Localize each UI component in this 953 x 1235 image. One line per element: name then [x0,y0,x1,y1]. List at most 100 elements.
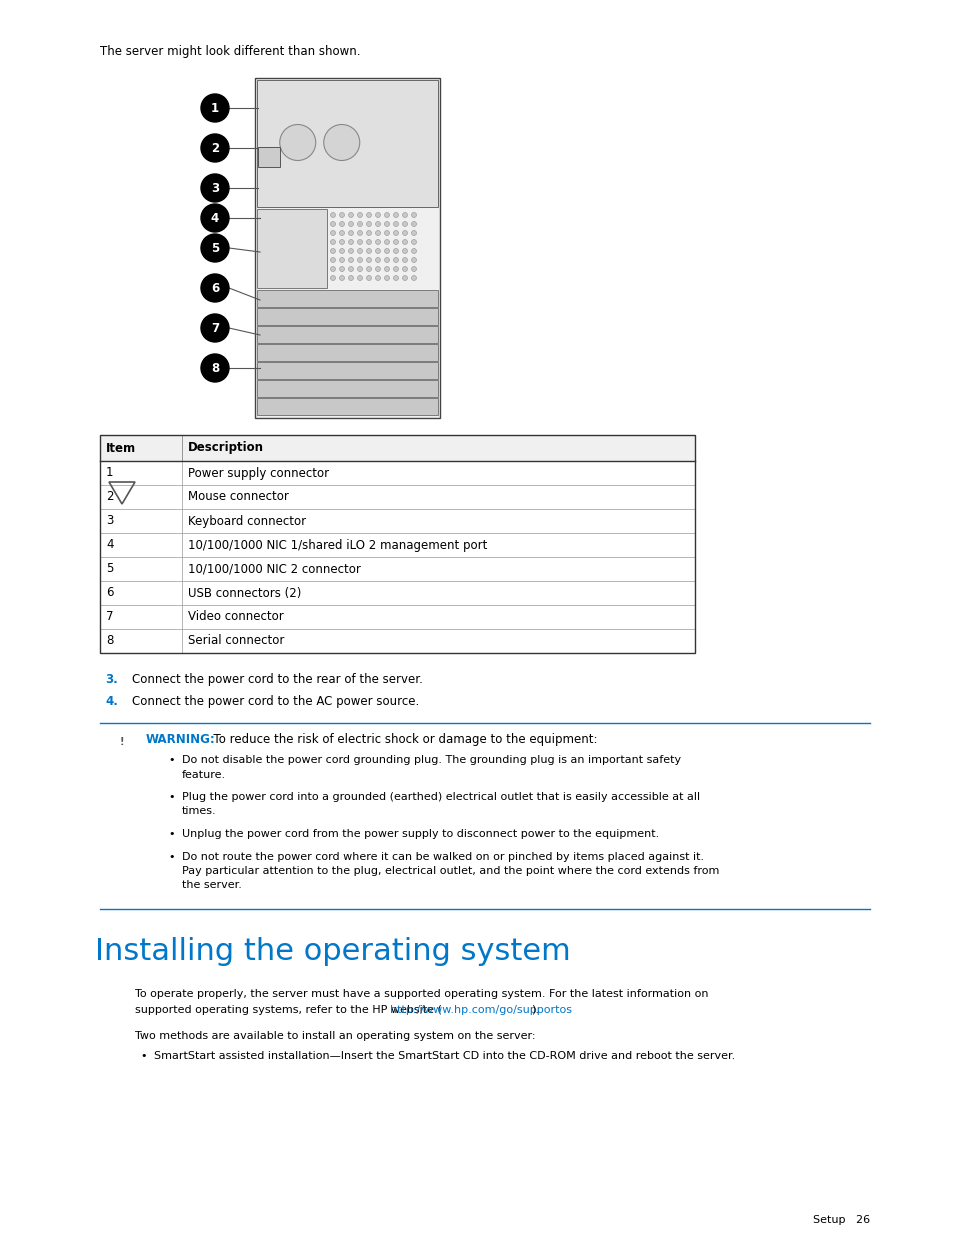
Text: 3.: 3. [105,673,117,685]
Circle shape [201,233,229,262]
Text: Video connector: Video connector [188,610,283,624]
Circle shape [393,221,398,226]
Bar [100,557,695,580]
Circle shape [201,94,229,122]
Circle shape [201,274,229,303]
Text: Serial connector: Serial connector [188,635,284,647]
Text: 3: 3 [211,182,219,194]
Text: USB connectors (2): USB connectors (2) [188,587,301,599]
Circle shape [357,240,362,245]
Circle shape [375,275,380,280]
Circle shape [393,240,398,245]
Bar [256,345,437,361]
Text: 6: 6 [106,587,113,599]
Circle shape [402,248,407,253]
Circle shape [393,212,398,217]
Circle shape [384,212,389,217]
Circle shape [375,221,380,226]
Bar [100,435,695,653]
Circle shape [330,258,335,263]
Text: times.: times. [182,806,216,816]
Circle shape [330,240,335,245]
Circle shape [339,248,344,253]
Text: •: • [140,1051,147,1061]
Text: 3: 3 [106,515,113,527]
Circle shape [339,231,344,236]
Text: 2: 2 [106,490,113,504]
Text: Unplug the power cord from the power supply to disconnect power to the equipment: Unplug the power cord from the power sup… [182,829,659,839]
Text: 5: 5 [106,562,113,576]
Bar [100,461,695,485]
Bar [100,534,695,557]
Circle shape [375,212,380,217]
Circle shape [402,258,407,263]
Circle shape [348,275,354,280]
Circle shape [375,258,380,263]
Circle shape [330,275,335,280]
Bar [100,580,695,605]
Circle shape [411,267,416,272]
Text: supported operating systems, refer to the HP website (: supported operating systems, refer to th… [135,1005,441,1015]
Circle shape [384,240,389,245]
Circle shape [330,221,335,226]
Circle shape [393,267,398,272]
Circle shape [201,174,229,203]
Circle shape [330,267,335,272]
Circle shape [384,221,389,226]
Circle shape [393,258,398,263]
Text: •: • [168,829,174,839]
Text: To reduce the risk of electric shock or damage to the equipment:: To reduce the risk of electric shock or … [206,734,597,746]
Circle shape [348,231,354,236]
Text: 8: 8 [106,635,113,647]
Circle shape [411,258,416,263]
Text: 4: 4 [106,538,113,552]
Circle shape [375,240,380,245]
Circle shape [357,231,362,236]
Circle shape [279,125,315,161]
Text: Description: Description [188,441,264,454]
Bar [100,629,695,653]
Text: The server might look different than shown.: The server might look different than sho… [100,44,360,58]
Circle shape [339,258,344,263]
Circle shape [366,275,371,280]
Text: Installing the operating system: Installing the operating system [95,937,570,966]
Text: Setup   26: Setup 26 [812,1215,869,1225]
Text: ).: ). [531,1005,538,1015]
Circle shape [384,231,389,236]
Text: 5: 5 [211,242,219,254]
Circle shape [357,258,362,263]
Circle shape [366,231,371,236]
Bar [256,308,437,325]
Text: Connect the power cord to the rear of the server.: Connect the power cord to the rear of th… [132,673,422,685]
Text: 1: 1 [211,101,219,115]
Bar [256,290,437,308]
Text: 2: 2 [211,142,219,154]
Text: Item: Item [106,441,136,454]
Circle shape [366,221,371,226]
Circle shape [366,240,371,245]
Circle shape [411,240,416,245]
Circle shape [384,275,389,280]
Bar [256,326,437,343]
Bar [256,362,437,379]
Circle shape [402,221,407,226]
Text: Connect the power cord to the AC power source.: Connect the power cord to the AC power s… [132,695,418,708]
Circle shape [411,231,416,236]
Text: feature.: feature. [182,769,226,779]
Circle shape [357,221,362,226]
Bar [100,509,695,534]
Circle shape [339,221,344,226]
Bar [256,80,437,207]
Text: Power supply connector: Power supply connector [188,467,329,479]
Circle shape [201,204,229,232]
Circle shape [348,267,354,272]
Text: Keyboard connector: Keyboard connector [188,515,306,527]
Circle shape [411,248,416,253]
Bar [100,605,695,629]
Text: WARNING:: WARNING: [146,734,215,746]
Text: !: ! [120,737,124,747]
Circle shape [201,135,229,162]
Circle shape [201,354,229,382]
Circle shape [402,231,407,236]
Circle shape [402,267,407,272]
